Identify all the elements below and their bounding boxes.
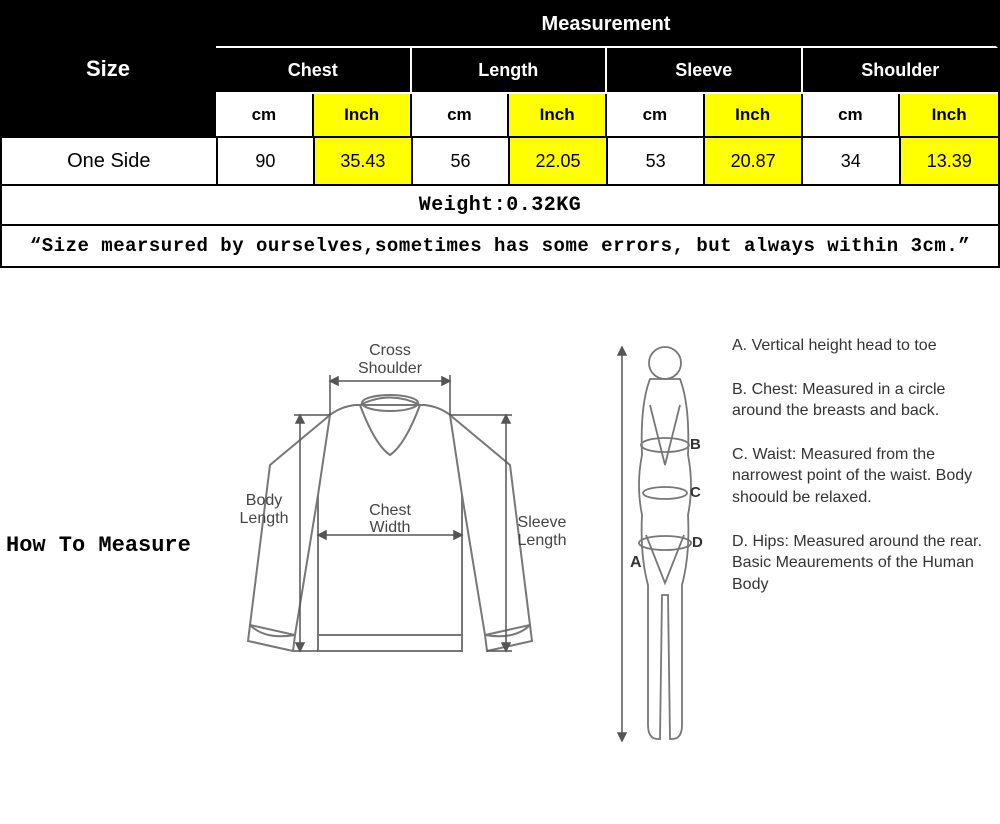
body-diagram: A B C D: [610, 335, 720, 755]
note-text: “Size mearsured by ourselves,sometimes h…: [2, 226, 998, 268]
body-label-a: A: [630, 554, 642, 571]
shoulder-cm: 34: [803, 138, 901, 186]
body-legend: A. Vertical height head to toe B. Chest:…: [732, 335, 982, 755]
shirt-diagram: Cross Shoulder Body Length Chest Width: [210, 335, 570, 695]
svg-text:Chest: Chest: [369, 502, 411, 519]
legend-c: C. Waist: Measured from the narrowest po…: [732, 444, 982, 509]
chest-cm: 90: [218, 138, 316, 186]
sleeve-inch: 20.87: [705, 138, 803, 186]
length-cm: 56: [413, 138, 511, 186]
unit-inch: Inch: [705, 94, 803, 138]
body-label-d: D: [692, 534, 703, 551]
chest-inch: 35.43: [315, 138, 413, 186]
measurement-header: Measurement: [216, 2, 998, 48]
legend-d: D. Hips: Measured around the rear. Basic…: [732, 531, 982, 596]
svg-text:Length: Length: [240, 510, 289, 527]
unit-cm: cm: [803, 94, 901, 138]
col-length: Length: [412, 48, 608, 94]
weight-text: Weight:0.32KG: [2, 186, 998, 226]
measurement-table: Size Measurement Chest Length Sleeve Sho…: [0, 0, 1000, 268]
legend-b: B. Chest: Measured in a circle around th…: [732, 379, 982, 422]
svg-text:Length: Length: [518, 532, 567, 549]
unit-inch: Inch: [900, 94, 998, 138]
col-sleeve: Sleeve: [607, 48, 803, 94]
sleeve-cm: 53: [608, 138, 706, 186]
svg-text:Cross: Cross: [369, 342, 411, 359]
legend-a: A. Vertical height head to toe: [732, 335, 982, 357]
row-label: One Side: [2, 138, 218, 186]
unit-inch: Inch: [314, 94, 412, 138]
unit-cm: cm: [412, 94, 510, 138]
body-label-c: C: [690, 484, 701, 501]
svg-text:Width: Width: [370, 519, 411, 536]
unit-cm: cm: [607, 94, 705, 138]
unit-inch: Inch: [509, 94, 607, 138]
how-to-measure-title: How To Measure: [0, 533, 210, 558]
body-label-b: B: [690, 436, 701, 453]
col-chest: Chest: [216, 48, 412, 94]
unit-cm: cm: [216, 94, 314, 138]
size-header: Size: [2, 2, 216, 138]
shoulder-inch: 13.39: [901, 138, 999, 186]
svg-text:Body: Body: [246, 492, 282, 509]
how-to-measure-section: How To Measure: [0, 268, 1000, 792]
svg-text:Shoulder: Shoulder: [358, 360, 423, 377]
length-inch: 22.05: [510, 138, 608, 186]
svg-text:Sleeve: Sleeve: [518, 514, 567, 531]
col-shoulder: Shoulder: [803, 48, 999, 94]
